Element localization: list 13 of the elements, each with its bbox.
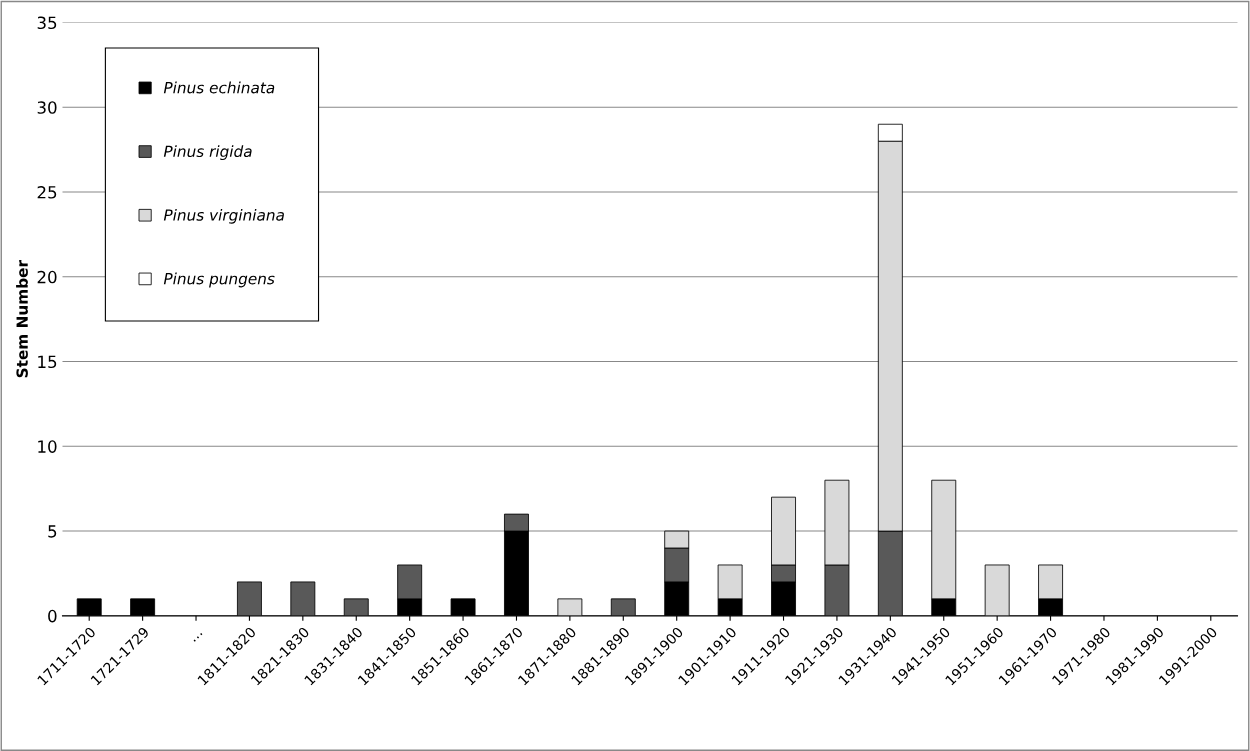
legend-label: Pinus pungens bbox=[163, 272, 275, 288]
y-tick-label: 5 bbox=[48, 525, 57, 538]
y-tick-label: 25 bbox=[37, 186, 57, 199]
y-tick-label: 35 bbox=[37, 16, 57, 30]
y-tick-label: 15 bbox=[38, 355, 57, 369]
y-tick-label: 20 bbox=[37, 270, 57, 284]
y-tick-label: 30 bbox=[37, 101, 57, 114]
y-tick-label: 0 bbox=[48, 609, 57, 623]
legend-label: Pinus rigida bbox=[163, 145, 252, 161]
y-axis-title: Stem Number bbox=[16, 260, 28, 378]
legend-label: Pinus echinata bbox=[163, 81, 275, 94]
legend-label: Pinus virginiana bbox=[163, 208, 284, 224]
y-tick-label: 10 bbox=[38, 440, 57, 453]
